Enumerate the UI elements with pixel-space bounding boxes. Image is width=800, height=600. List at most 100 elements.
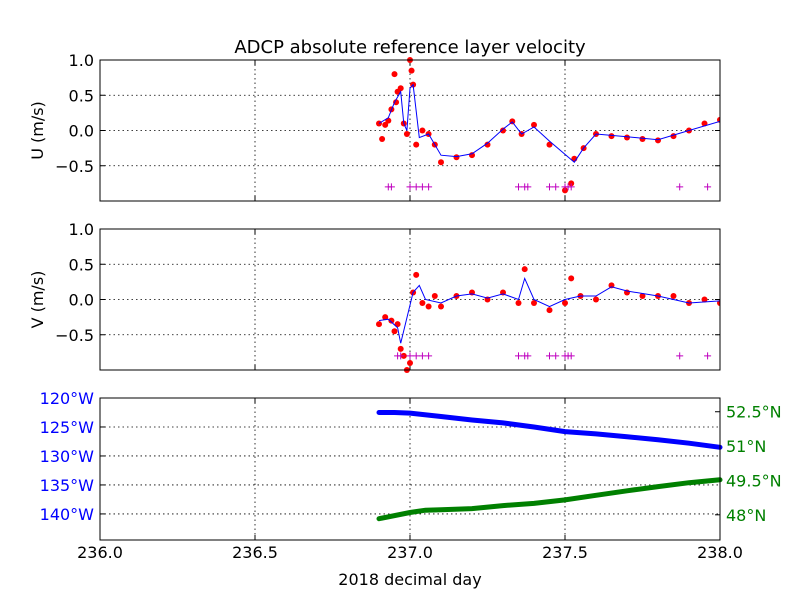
- flag-marker: [418, 183, 426, 191]
- observation-point: [624, 134, 630, 141]
- flag-marker: [704, 183, 712, 191]
- flag-marker: [567, 352, 575, 360]
- smoothed-line: [378, 276, 720, 344]
- observation-point: [403, 131, 410, 138]
- figure-title: ADCP absolute reference layer velocity: [234, 37, 586, 58]
- y-tick-label: −0.5: [55, 326, 94, 345]
- latitude-tick-label: 49.5°N: [726, 471, 782, 490]
- observation-point: [393, 99, 400, 106]
- x-tick-label: 237.5: [542, 543, 588, 562]
- flag-marker: [524, 352, 532, 360]
- position-panel: 236.0 236.5 237.0 237.5 238.0 120°W 125°W 130°W…: [40, 389, 782, 562]
- observation-point: [546, 307, 553, 314]
- observation-point: [639, 135, 646, 142]
- longitude-tick-label: 120°W: [40, 389, 95, 408]
- y-tick-label: −0.5: [55, 157, 94, 176]
- observation-point: [639, 292, 646, 299]
- longitude-track: [376, 410, 723, 450]
- observation-point: [382, 314, 389, 321]
- flag-marker: [546, 352, 553, 360]
- observation-point: [438, 303, 444, 310]
- observation-point: [608, 133, 615, 140]
- y-tick-label: 0.0: [69, 291, 94, 310]
- flag-marker: [397, 352, 405, 360]
- observation-point: [453, 154, 460, 161]
- observation-point: [568, 180, 575, 187]
- plot-area: [376, 266, 720, 373]
- flag-marker: [552, 352, 560, 360]
- observation-point: [568, 275, 575, 282]
- observation-point: [397, 345, 404, 352]
- observation-point: [413, 271, 420, 278]
- flag-marker: [412, 183, 420, 191]
- smoothed-line: [378, 83, 720, 163]
- observation-point: [379, 135, 386, 142]
- observation-point: [431, 292, 438, 299]
- x-axis-label: 2018 decimal day: [338, 570, 481, 589]
- observation-point: [593, 296, 599, 303]
- flag-marker: [704, 352, 712, 360]
- y-tick-label: 1.0: [69, 51, 94, 70]
- observation-point: [388, 317, 395, 324]
- y-axis-label: V (m/s): [28, 271, 47, 329]
- observation-point: [419, 127, 426, 134]
- observation-point: [469, 152, 475, 159]
- plot-frame: [99, 228, 721, 371]
- flag-marker: [425, 183, 433, 191]
- plot-area: [376, 57, 720, 194]
- observation-point: [407, 359, 413, 366]
- observation-point: [521, 266, 528, 273]
- observation-point: [500, 127, 506, 134]
- y-tick-label: 0.5: [69, 86, 94, 105]
- observation-point: [376, 120, 382, 127]
- flag-marker: [567, 183, 575, 191]
- observation-point: [438, 159, 444, 166]
- flag-marker: [515, 183, 522, 191]
- x-tick-label: 237.0: [387, 543, 433, 562]
- observation-point: [546, 141, 553, 148]
- observation-point: [397, 85, 404, 92]
- plot-frame: [99, 397, 721, 541]
- flag-marker: [406, 352, 414, 360]
- flag-marker: [406, 183, 414, 191]
- flag-marker: [676, 183, 684, 191]
- observation-point: [391, 328, 398, 335]
- flag-marker: [552, 183, 560, 191]
- observation-point: [515, 300, 522, 307]
- observation-point: [408, 67, 415, 74]
- latitude-tick-label: 52.5°N: [726, 403, 782, 422]
- latitude-track: [376, 477, 723, 522]
- u-velocity-panel: 0.5 0.0 −0.5 1.0 U (m/s): [28, 51, 721, 202]
- observation-point: [531, 300, 537, 307]
- plot-frame: [99, 59, 721, 202]
- longitude-tick-label: 125°W: [40, 418, 95, 437]
- observation-point: [562, 187, 568, 194]
- observation-point: [701, 296, 708, 303]
- observation-point: [382, 121, 389, 128]
- observation-point: [391, 71, 398, 78]
- observation-point: [413, 141, 420, 148]
- observation-point: [484, 141, 491, 148]
- longitude-tick-label: 135°W: [40, 476, 95, 495]
- latitude-tick-label: 51°N: [726, 437, 766, 456]
- flag-marker: [515, 352, 522, 360]
- flag-marker: [676, 352, 684, 360]
- flag-marker: [418, 352, 426, 360]
- y-tick-label: 0.0: [69, 122, 94, 141]
- flag-marker: [425, 352, 433, 360]
- observation-point: [562, 300, 568, 307]
- observation-point: [376, 321, 382, 328]
- x-tick-label: 236.0: [77, 543, 123, 562]
- v-velocity-panel: 0.5 0.0 −0.5 1.0 V (m/s): [28, 220, 721, 373]
- x-tick-label: 238.0: [697, 543, 743, 562]
- longitude-tick-label: 130°W: [40, 447, 95, 466]
- y-axis-label: U (m/s): [28, 101, 47, 160]
- flag-marker: [387, 183, 395, 191]
- flag-marker: [546, 183, 553, 191]
- flag-marker: [412, 352, 420, 360]
- longitude-tick-label: 140°W: [40, 505, 95, 524]
- observation-point: [655, 137, 661, 144]
- observation-point: [531, 121, 537, 128]
- observation-point: [670, 292, 677, 299]
